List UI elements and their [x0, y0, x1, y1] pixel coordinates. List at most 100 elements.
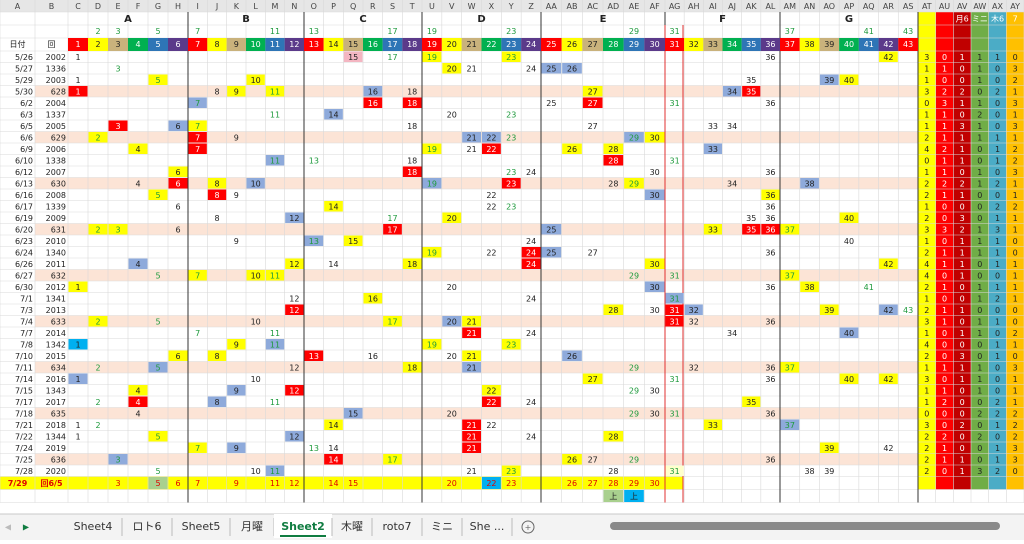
cell-number: 24 — [526, 64, 536, 73]
cell-number: 14 — [328, 421, 338, 430]
cell-fill — [501, 178, 521, 189]
summary-value: 2 — [977, 409, 982, 418]
cell-fill — [188, 97, 207, 108]
sheet-tab[interactable]: Sheet5 — [182, 520, 221, 533]
sheet-tab[interactable]: Sheet2 — [281, 520, 325, 533]
summary-value: 1 — [995, 317, 1000, 326]
header-cell — [501, 38, 522, 51]
cell-fill — [168, 178, 188, 189]
sheet-tab[interactable]: 月曜 — [241, 520, 263, 533]
cell-number: 36 — [765, 168, 775, 177]
cell-fill — [148, 74, 168, 85]
cell-number: 1 — [75, 87, 80, 96]
cell-fill — [839, 373, 859, 384]
prime-label: 19 — [427, 27, 437, 36]
summary-value: 1 — [924, 294, 929, 303]
cell-fill — [462, 350, 481, 361]
cell-number: 11 — [270, 398, 280, 407]
cell-number: 16 — [368, 294, 378, 303]
header-number: 34 — [727, 40, 737, 49]
summary-value: 1 — [977, 317, 982, 326]
row-kai: 632 — [51, 271, 66, 280]
summary-value: 0 — [995, 363, 1000, 372]
add-sheet-icon[interactable]: + — [525, 523, 532, 532]
cell-number: 28 — [608, 432, 618, 441]
cell-number: 9 — [234, 444, 239, 453]
cell-fill — [148, 477, 168, 489]
summary-value: 1 — [977, 53, 982, 62]
cell-fill — [422, 51, 442, 62]
header-cell — [858, 38, 879, 51]
row-date: 7/3 — [20, 306, 33, 315]
cell-number: 23 — [506, 340, 516, 349]
summary-value: 1 — [995, 133, 1000, 142]
column-letter: U — [429, 2, 435, 11]
cell-number: 5 — [155, 191, 160, 200]
summary-value: 0 — [995, 432, 1000, 441]
cell-fill — [501, 51, 521, 62]
header-number: 18 — [407, 40, 417, 49]
summary-value: 0 — [960, 110, 965, 119]
prime-label: 3 — [115, 27, 120, 36]
cell-fill — [265, 270, 285, 281]
sheet-tab[interactable]: ロト6 — [133, 520, 162, 533]
sheet-tab[interactable]: 木曜 — [341, 520, 363, 533]
header-number: 33 — [708, 40, 718, 49]
summary-value: 3 — [924, 421, 929, 430]
header-date: 日付 — [10, 39, 26, 49]
nav-next[interactable]: ▶ — [23, 523, 30, 532]
cell-number: 1 — [75, 283, 80, 292]
column-letter: R — [370, 2, 376, 11]
column-letter: T — [409, 2, 415, 11]
summary-value: 1 — [1013, 260, 1018, 269]
cell-number: 31 — [669, 467, 679, 476]
cell-number: 5 — [155, 432, 160, 441]
summary-value: 1 — [1013, 225, 1018, 234]
sheet-tab[interactable]: Sheet4 — [74, 520, 113, 533]
summary-value: 1 — [942, 110, 947, 119]
cell-number: 37 — [785, 421, 795, 430]
cell-number: 17 — [387, 225, 397, 234]
row-date: 7/10 — [15, 352, 33, 361]
row-kai: 2018 — [46, 421, 66, 430]
summary-value: 1 — [977, 329, 982, 338]
header-cell — [108, 38, 128, 51]
cell-number: 24 — [526, 294, 536, 303]
summary-value: 0 — [995, 76, 1000, 85]
cell-number: 19 — [427, 179, 437, 188]
summary-value: 3 — [1013, 64, 1018, 73]
summary-value: 1 — [995, 53, 1000, 62]
sheet-tab[interactable]: She ... — [470, 520, 505, 533]
cell-fill — [462, 419, 481, 430]
summary-value: 3 — [960, 214, 965, 223]
cell-fill — [879, 258, 898, 269]
summary-value: 2 — [924, 248, 929, 257]
nav-prev[interactable]: ◀ — [5, 523, 12, 532]
row-date: 6/3 — [20, 110, 33, 119]
column-letter: X — [489, 2, 495, 11]
row-date: 6/13 — [15, 179, 33, 188]
cell-fill — [442, 316, 462, 327]
cell-number: 36 — [765, 455, 775, 464]
summary-value: 2 — [924, 306, 929, 315]
add-sheet[interactable] — [521, 520, 535, 534]
cell-fill — [839, 212, 859, 223]
cell-number: 9 — [234, 191, 239, 200]
header-cell — [148, 38, 168, 51]
row-kai: 2015 — [46, 352, 66, 361]
header-cell — [541, 38, 562, 51]
summary-value: 1 — [942, 306, 947, 315]
cell-fill — [363, 97, 383, 108]
h-scrollbar[interactable] — [610, 522, 1000, 530]
summary-value: 0 — [960, 317, 965, 326]
column-letter: AT — [922, 2, 932, 11]
cell-fill — [703, 143, 722, 154]
sheet-tab[interactable]: ミニ — [431, 520, 453, 533]
summary-value: 1 — [1013, 294, 1018, 303]
cell-fill — [324, 419, 343, 430]
summary-value: 0 — [942, 467, 947, 476]
cell-number: 23 — [506, 479, 516, 488]
summary-value: 1 — [960, 248, 965, 257]
sheet-tab[interactable]: roto7 — [382, 520, 411, 533]
header-cell — [644, 38, 665, 51]
